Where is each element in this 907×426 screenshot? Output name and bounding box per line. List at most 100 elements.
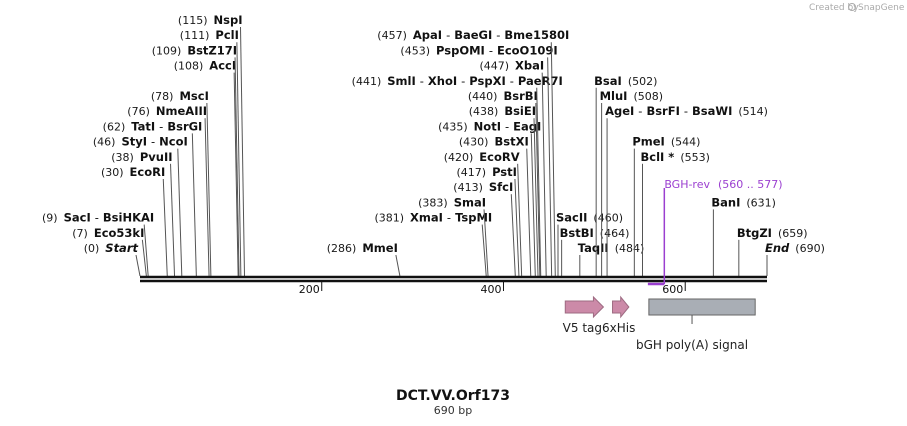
feature[interactable]: V5 tag xyxy=(563,295,605,335)
site-label[interactable]: (0) Start xyxy=(84,241,139,255)
restriction-site[interactable]: (30) EcoRI xyxy=(101,165,168,277)
restriction-site[interactable]: (435) NotI - EagI xyxy=(438,119,541,277)
site-label[interactable]: SacII (460) xyxy=(556,211,623,225)
site-label[interactable]: BstBI (464) xyxy=(560,226,630,240)
credit-text: Created by xyxy=(809,3,859,13)
restriction-site[interactable]: (108) AccI xyxy=(174,59,239,277)
site-label[interactable]: (413) SfcI xyxy=(453,180,513,194)
site-label[interactable]: (108) AccI xyxy=(174,59,236,73)
feature-box[interactable] xyxy=(648,298,756,316)
site-label[interactable]: (383) SmaI xyxy=(418,195,486,209)
primer-bgh-rev[interactable]: BGH-rev (560 .. 577) xyxy=(647,178,783,286)
restriction-site[interactable]: (383) SmaI xyxy=(418,195,489,277)
site-label[interactable]: (286) MmeI xyxy=(327,241,398,255)
site-position: (62) xyxy=(103,120,126,133)
enzyme-name: TspMI xyxy=(455,211,492,225)
enzyme-name: NotI xyxy=(474,119,501,133)
primer-range: (560 .. 577) xyxy=(718,178,783,191)
restriction-site[interactable]: BsaI (502) xyxy=(594,74,657,276)
restriction-site[interactable]: BtgZI (659) xyxy=(737,226,808,276)
restriction-site[interactable]: SacII (460) xyxy=(556,211,623,276)
site-label[interactable]: (457) ApaI - BaeGI - Bme1580I xyxy=(377,28,569,42)
restriction-site[interactable]: (413) SfcI xyxy=(453,180,516,277)
enzyme-name: BstXI xyxy=(494,135,528,149)
feature[interactable]: 6xHis xyxy=(602,295,635,335)
restriction-site[interactable]: MluI (508) xyxy=(600,89,663,276)
site-label[interactable]: (78) MscI xyxy=(151,89,209,103)
site-separator: - xyxy=(496,28,500,42)
site-label[interactable]: (30) EcoRI xyxy=(101,165,165,179)
site-label[interactable]: (76) NmeAIII xyxy=(127,104,207,118)
site-position: (438) xyxy=(469,105,499,118)
site-label[interactable]: End (690) xyxy=(765,241,825,255)
site-label[interactable]: (62) TatI - BsrGI xyxy=(103,119,203,133)
restriction-site[interactable]: (417) PstI xyxy=(456,165,520,277)
site-leader-line xyxy=(550,42,556,277)
site-label[interactable]: (420) EcoRV xyxy=(444,150,520,164)
enzyme-name: PmeI xyxy=(632,135,665,149)
restriction-site[interactable]: (111) PclI xyxy=(180,28,242,277)
restriction-site[interactable]: (381) XmaI - TspMI xyxy=(374,211,492,277)
site-label[interactable]: (430) BstXI xyxy=(459,135,529,149)
site-label[interactable]: (417) PstI xyxy=(456,165,516,179)
restriction-site[interactable]: (420) EcoRV xyxy=(444,150,523,277)
feature[interactable]: bGH poly(A) signal xyxy=(636,298,756,352)
feature-arrow[interactable] xyxy=(612,295,630,319)
site-position: (453) xyxy=(400,44,430,57)
restriction-site[interactable]: (440) BsrBI xyxy=(468,89,541,277)
site-label[interactable]: (9) SacI - BsiHKAI xyxy=(42,211,154,225)
restriction-site[interactable]: (7) Eco53kI xyxy=(72,226,147,277)
enzyme-name: PvuII xyxy=(140,150,173,164)
restriction-site[interactable]: (438) BsiEI xyxy=(469,104,539,277)
site-label[interactable]: (441) SmlI - XhoI - PspXI - PaeR7I xyxy=(352,74,563,88)
restriction-site[interactable]: PmeI (544) xyxy=(632,135,700,276)
restriction-site[interactable]: (430) BstXI xyxy=(459,135,532,277)
restriction-site[interactable]: AgeI - BsrFI - BsaWI (514) xyxy=(605,104,768,276)
restriction-site[interactable]: (62) TatI - BsrGI xyxy=(103,119,203,277)
site-label[interactable]: (111) PclI xyxy=(180,28,239,42)
restriction-site[interactable]: (447) XbaI xyxy=(479,59,547,277)
restriction-site[interactable]: (453) PspOMI - EcoO109I xyxy=(400,43,558,277)
site-label[interactable]: MluI (508) xyxy=(600,89,663,103)
site-label[interactable]: BanI (631) xyxy=(711,195,776,209)
site-label[interactable]: (453) PspOMI - EcoO109I xyxy=(400,43,557,57)
site-label[interactable]: (7) Eco53kI xyxy=(72,226,144,240)
site-label[interactable]: (109) BstZ17I xyxy=(152,43,237,57)
site-separator: - xyxy=(159,119,163,133)
site-label[interactable]: (38) PvuII xyxy=(111,150,172,164)
restriction-site[interactable]: (457) ApaI - BaeGI - Bme1580I xyxy=(377,28,569,277)
site-label[interactable]: (381) XmaI - TspMI xyxy=(374,211,492,225)
restriction-site[interactable]: (9) SacI - BsiHKAI xyxy=(42,211,154,277)
restriction-site[interactable]: TaqII (484) xyxy=(578,241,645,276)
site-separator: - xyxy=(684,104,688,118)
site-label[interactable]: PmeI (544) xyxy=(632,135,700,149)
site-label[interactable]: (438) BsiEI xyxy=(469,104,536,118)
feature-arrow[interactable] xyxy=(564,295,605,319)
restriction-site[interactable]: (76) NmeAIII xyxy=(127,104,210,277)
enzyme-name: NcoI xyxy=(159,135,188,149)
site-label[interactable]: TaqII (484) xyxy=(578,241,645,255)
site-position: (383) xyxy=(418,196,448,209)
restriction-site[interactable]: (286) MmeI xyxy=(327,241,401,277)
site-label[interactable]: AgeI - BsrFI - BsaWI (514) xyxy=(605,104,768,118)
restriction-site[interactable]: (115) NspI xyxy=(178,13,245,277)
dna-backbone xyxy=(140,275,767,283)
restriction-site[interactable]: (0) Start xyxy=(84,241,141,277)
site-label[interactable]: (447) XbaI xyxy=(479,59,544,73)
site-label[interactable]: BtgZI (659) xyxy=(737,226,808,240)
site-label[interactable]: (115) NspI xyxy=(178,13,243,27)
restriction-site[interactable]: (38) PvuII xyxy=(111,150,176,277)
site-label[interactable]: (435) NotI - EagI xyxy=(438,119,541,133)
site-label[interactable]: (440) BsrBI xyxy=(468,89,538,103)
restriction-site[interactable]: BclI * (553) xyxy=(641,150,710,276)
restriction-site[interactable]: End (690) xyxy=(765,241,825,276)
restriction-site[interactable]: BanI (631) xyxy=(711,195,776,276)
site-label[interactable]: (46) StyI - NcoI xyxy=(93,135,188,149)
restriction-site[interactable]: (78) MscI xyxy=(151,89,212,277)
restriction-site[interactable]: (46) StyI - NcoI xyxy=(93,135,188,277)
restriction-site[interactable]: (109) BstZ17I xyxy=(152,43,240,277)
site-label[interactable]: BclI * (553) xyxy=(641,150,710,164)
site-position: (553) xyxy=(680,151,710,164)
site-label[interactable]: BsaI (502) xyxy=(594,74,657,88)
primer-label[interactable]: BGH-rev (560 .. 577) xyxy=(664,178,782,191)
